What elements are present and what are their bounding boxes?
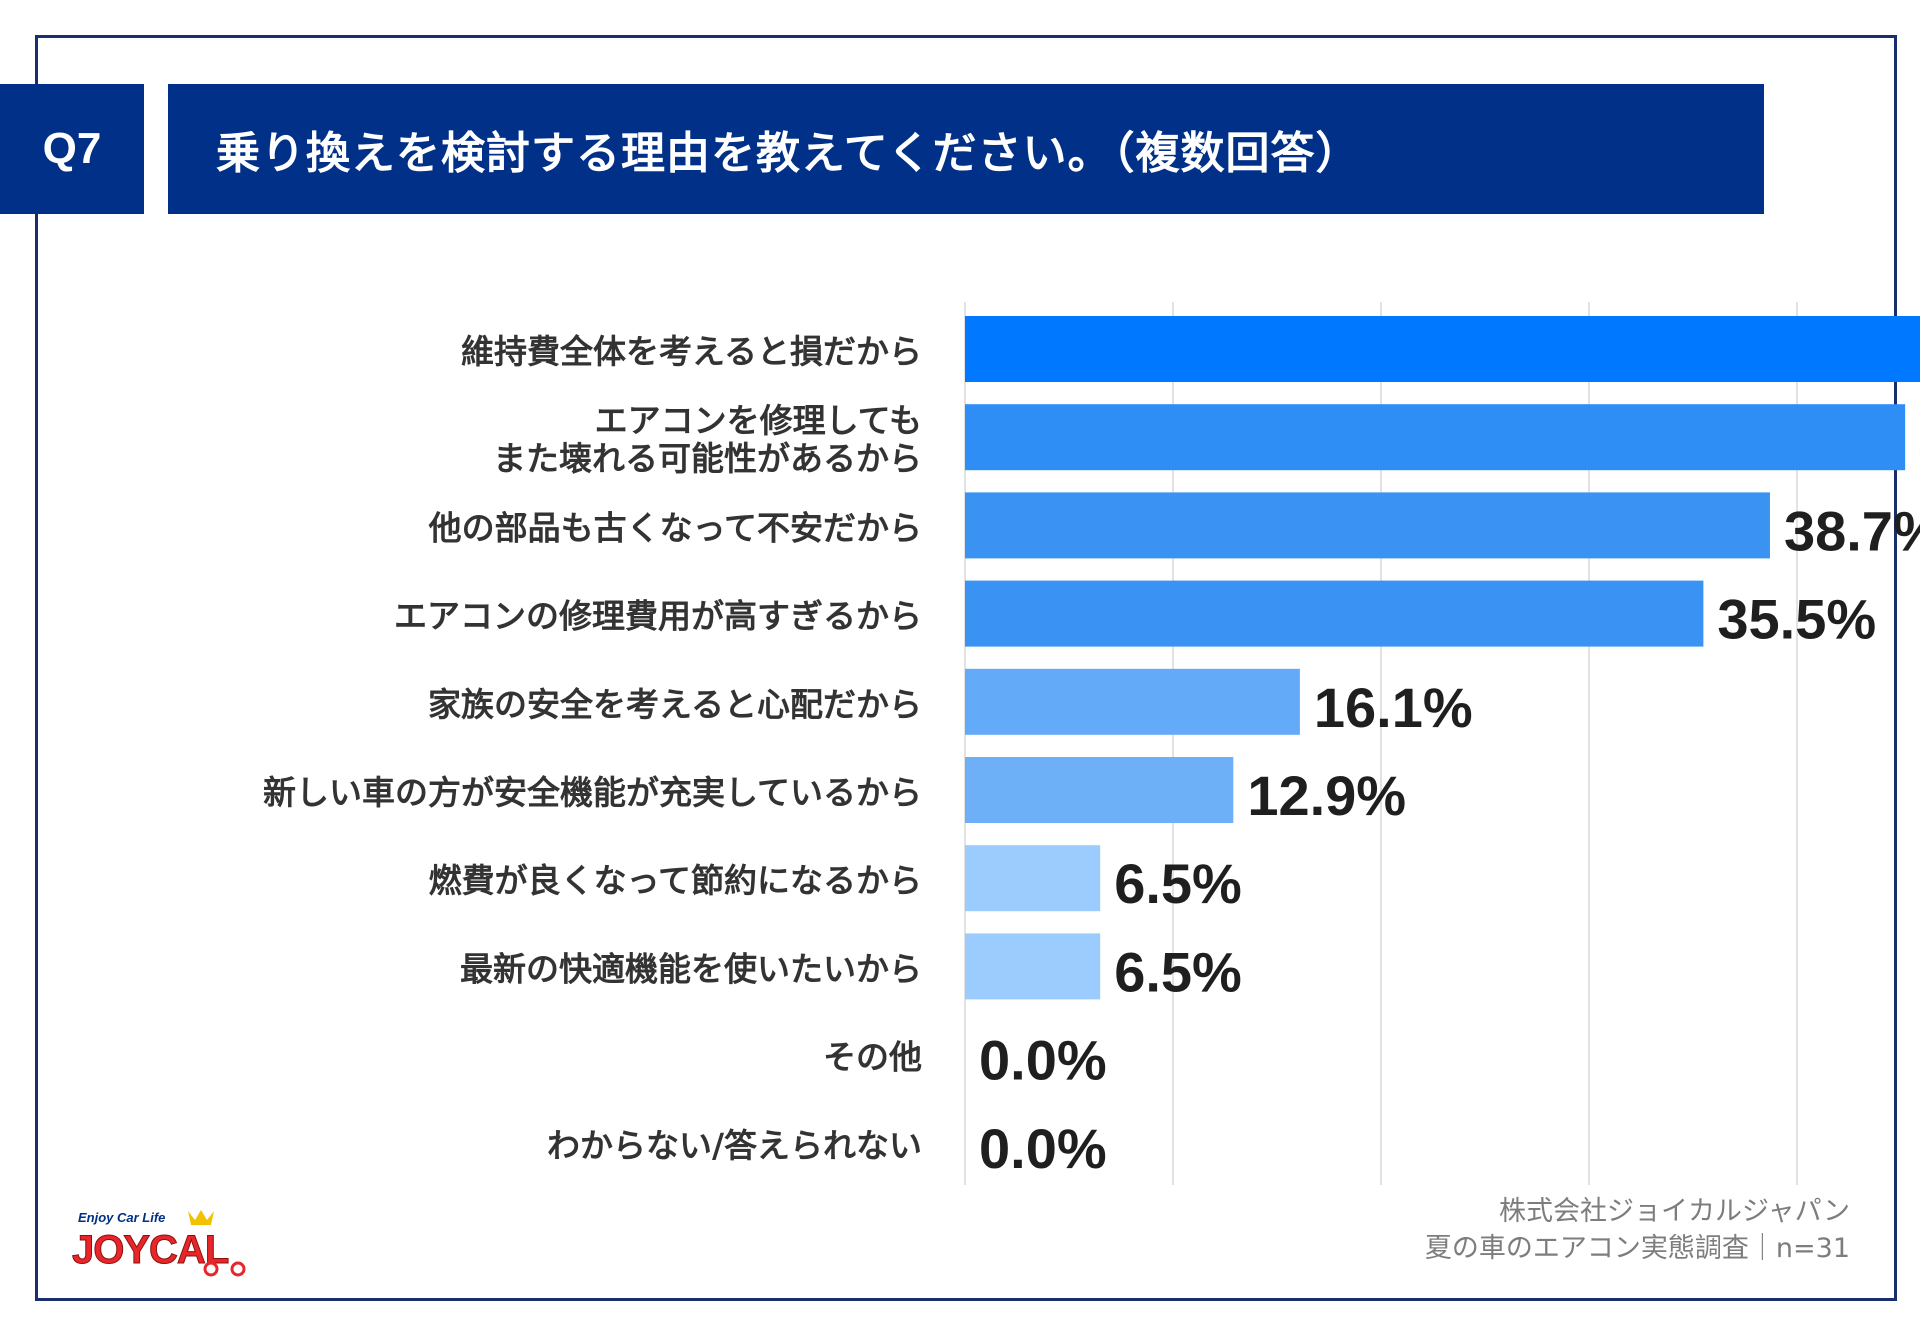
category-label: 最新の快適機能を使いたいから bbox=[460, 949, 922, 988]
value-label: 0.0% bbox=[979, 1029, 1107, 1092]
footer-credit: 株式会社ジョイカルジャパン 夏の車のエアコン実態調査｜n=31 bbox=[1425, 1193, 1850, 1267]
bar bbox=[965, 933, 1101, 1000]
category-label: 維持費全体を考えると損だから bbox=[461, 332, 922, 371]
category-label: 燃費が良くなって節約になるから bbox=[429, 861, 922, 900]
category-label: 家族の安全を考えると心配だから bbox=[428, 685, 922, 724]
wheel-icon bbox=[203, 1261, 219, 1277]
question-title: 乗り換えを検討する理由を教えてください。（複数回答） bbox=[216, 128, 1361, 179]
bars bbox=[965, 316, 1920, 1000]
bar bbox=[965, 757, 1234, 823]
logo-tagline: Enjoy Car Life bbox=[78, 1210, 165, 1225]
category-label: 他の部品も古くなって不安だから bbox=[428, 508, 922, 547]
crown-icon bbox=[188, 1210, 214, 1225]
category-labels: 維持費全体を考えると損だからエアコンを修理してもまた壊れる可能性があるから他の部… bbox=[263, 332, 922, 1165]
value-label: 12.9% bbox=[1247, 764, 1406, 827]
bar bbox=[965, 845, 1101, 912]
bar bbox=[965, 492, 1770, 559]
survey-note: 夏の車のエアコン実態調査｜n=31 bbox=[1424, 1233, 1850, 1264]
question-title-bar: 乗り換えを検討する理由を教えてください。（複数回答） bbox=[168, 84, 1764, 214]
category-label: エアコンを修理しても bbox=[595, 401, 922, 440]
joycal-logo: Enjoy Car Life JOYCAL bbox=[72, 1210, 246, 1277]
value-labels: 51.6%45.2%38.7%35.5%16.1%12.9%6.5%6.5%0.… bbox=[979, 411, 1920, 1180]
bar bbox=[965, 404, 1906, 471]
category-label: エアコンの修理費用が高すぎるから bbox=[394, 597, 922, 636]
question-number: Q7 bbox=[42, 124, 102, 173]
bar bbox=[965, 316, 1920, 382]
logo-wordmark: JOYCAL bbox=[72, 1228, 229, 1272]
value-label: 6.5% bbox=[1114, 852, 1242, 915]
bar bbox=[965, 668, 1300, 735]
value-label: 0.0% bbox=[979, 1117, 1107, 1180]
bar bbox=[965, 580, 1704, 647]
slide-frame bbox=[35, 35, 1897, 1301]
company-name: 株式会社ジョイカルジャパン bbox=[1499, 1196, 1850, 1227]
category-label: その他 bbox=[823, 1038, 922, 1077]
value-label: 38.7% bbox=[1784, 499, 1920, 562]
wheel-icon bbox=[230, 1261, 246, 1277]
category-label: 新しい車の方が安全機能が充実しているから bbox=[263, 773, 922, 812]
category-label: また壊れる可能性があるから bbox=[493, 439, 922, 478]
category-label: わからない/答えられない bbox=[547, 1126, 922, 1165]
question-number-badge: Q7 bbox=[0, 84, 144, 214]
value-label: 16.1% bbox=[1314, 676, 1473, 739]
value-label: 6.5% bbox=[1114, 940, 1242, 1003]
value-label: 35.5% bbox=[1717, 588, 1876, 651]
